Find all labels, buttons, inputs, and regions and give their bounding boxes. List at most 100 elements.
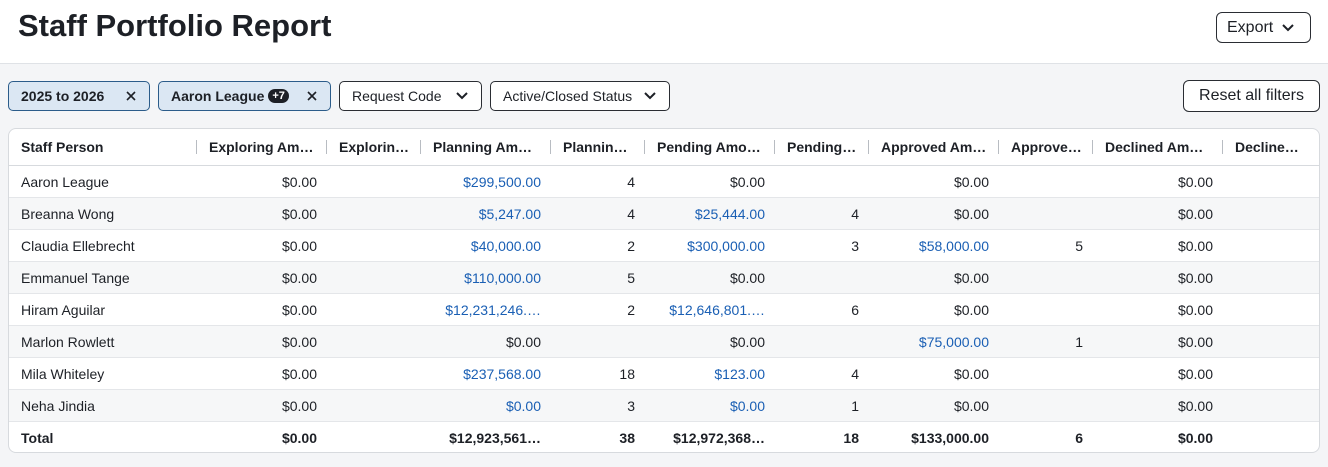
cell: $0.00 (1093, 165, 1223, 198)
page-title: Staff Portfolio Report (18, 8, 332, 43)
cell-link[interactable]: $0.00 (505, 397, 541, 414)
chevron (1282, 23, 1294, 31)
column-header[interactable]: Explorin… (327, 129, 421, 166)
cell: $40,000.00 (421, 229, 551, 262)
cell: $0.00 (281, 430, 317, 446)
empty-cell (775, 325, 869, 358)
row-label: Marlon Rowlett (9, 325, 197, 358)
reset-button[interactable]: Reset all filters (1183, 80, 1320, 112)
filter-dropdown[interactable]: Request Code (339, 81, 482, 111)
remove-icon[interactable] (125, 90, 137, 102)
column-header[interactable]: Exploring Am… (197, 129, 327, 166)
cell-link[interactable]: $0.00 (729, 397, 765, 414)
cell: $300,000.00 (645, 229, 775, 262)
row-label: Aaron League (9, 165, 197, 198)
cell: $299,500.00 (421, 165, 551, 198)
cell: $0.00 (1093, 261, 1223, 294)
table-row: Breanna Wong $0.00 $5,247.00 4 $25,444.00 4 $0… (9, 197, 1319, 230)
column-header[interactable]: Pending… (775, 129, 869, 166)
row-label: Emmanuel Tange (9, 261, 197, 294)
filter-chip[interactable]: 2025 to 2026 (8, 81, 150, 111)
cell-link[interactable]: $300,000.00 (687, 237, 765, 254)
cell: 38 (619, 430, 635, 446)
header: Staff Portfolio Report Export (0, 0, 1328, 64)
filter-badge: +7 (268, 89, 289, 103)
export-button[interactable]: Export (1216, 12, 1311, 43)
empty-cell (327, 325, 421, 358)
column-header[interactable]: Planning Am… (421, 129, 551, 166)
cell: $58,000.00 (869, 229, 999, 262)
column-header[interactable]: Staff Person (9, 129, 197, 166)
cell-link[interactable]: $110,000.00 (464, 269, 541, 286)
cell: 5 (551, 261, 645, 294)
cell-link[interactable]: $123.00 (714, 365, 765, 382)
table-row: Marlon Rowlett $0.00 $0.00 $0.00 $75,000.00 1… (9, 325, 1319, 358)
table-card: Staff Person Exploring Am… Explorin… Planni… (8, 128, 1320, 453)
empty-cell (551, 325, 645, 358)
cell: 18 (843, 430, 859, 446)
data-table: Staff Person Exploring Am… Explorin… Planni… (9, 129, 1319, 453)
cell: 1 (775, 389, 869, 422)
cell: 1 (999, 325, 1093, 358)
cell-link[interactable]: $75,000.00 (918, 333, 989, 350)
cell: $0.00 (1177, 430, 1213, 446)
cell-link[interactable]: $12,646,801.… (669, 301, 765, 318)
empty-cell (999, 197, 1093, 230)
cell: 2 (551, 229, 645, 262)
table-row: Hiram Aguilar $0.00 $12,231,246.… 2 $12,646,… (9, 293, 1319, 326)
row-label: Breanna Wong (9, 197, 197, 230)
empty-cell (1223, 293, 1319, 326)
cell: $25,444.00 (645, 197, 775, 230)
empty-cell (327, 389, 421, 422)
empty-cell (1223, 389, 1319, 422)
empty-cell (999, 165, 1093, 198)
cell: $123.00 (645, 357, 775, 390)
column-header[interactable]: Plannin… (551, 129, 645, 166)
cell-link[interactable]: $299,500.00 (463, 173, 541, 190)
cell: $0.00 (197, 293, 327, 326)
cell: 18 (551, 357, 645, 390)
cell-link[interactable]: $12,231,246.… (445, 301, 541, 318)
cell: $12,923,561… (449, 430, 541, 446)
empty-cell (1223, 261, 1319, 294)
empty-cell (327, 357, 421, 390)
cell: $133,000.00 (911, 430, 989, 446)
column-header[interactable]: Decline… (1223, 129, 1319, 166)
cell: $0.00 (421, 325, 551, 358)
remove-icon[interactable] (306, 90, 318, 102)
cell-link[interactable]: $40,000.00 (470, 237, 541, 254)
empty-cell (327, 197, 421, 230)
cell-link[interactable]: $25,444.00 (694, 205, 765, 222)
empty-cell (327, 261, 421, 294)
empty-cell (999, 389, 1093, 422)
cell: $0.00 (197, 261, 327, 294)
table-row: Aaron League $0.00 $299,500.00 4 $0.00 $0.00 $… (9, 165, 1319, 198)
filter-dropdown[interactable]: Active/Closed Status (490, 81, 670, 111)
column-header[interactable]: Approve… (999, 129, 1093, 166)
cell-link[interactable]: $58,000.00 (918, 237, 989, 254)
chevron (644, 92, 656, 100)
empty-cell (327, 422, 421, 453)
cell: $0.00 (645, 325, 775, 358)
column-header[interactable]: Approved Am… (869, 129, 999, 166)
cell-link[interactable]: $5,247.00 (478, 205, 541, 222)
cell: $0.00 (197, 229, 327, 262)
total-row: Total $0.00 $12,923,561… 38 $12,972,368… 18 $1… (9, 422, 1319, 453)
cell-link[interactable]: $237,568.00 (463, 365, 541, 382)
column-header[interactable]: Pending Amo… (645, 129, 775, 166)
empty-cell (327, 293, 421, 326)
cell: $12,972,368… (673, 430, 765, 446)
cell: 6 (1075, 430, 1083, 446)
cell: $0.00 (421, 389, 551, 422)
empty-cell (1223, 197, 1319, 230)
filter-chip[interactable]: Aaron League +7 (158, 81, 331, 111)
cell: $0.00 (197, 325, 327, 358)
cell: $0.00 (1093, 389, 1223, 422)
empty-cell (1223, 165, 1319, 198)
cell: 3 (551, 389, 645, 422)
cell: $0.00 (197, 357, 327, 390)
empty-cell (1223, 357, 1319, 390)
column-header[interactable]: Declined Am… (1093, 129, 1223, 166)
empty-cell (775, 261, 869, 294)
